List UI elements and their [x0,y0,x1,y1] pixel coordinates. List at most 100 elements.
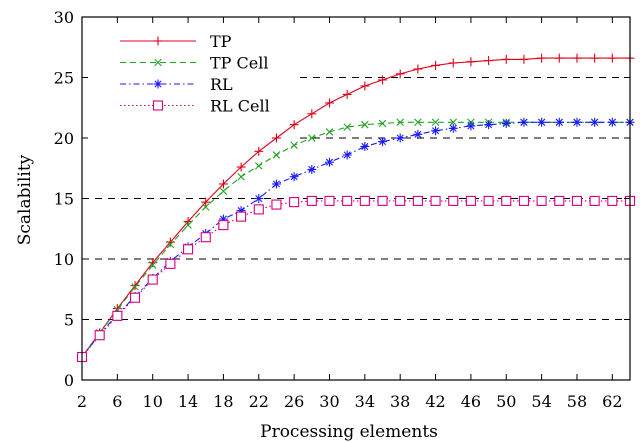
x-tick-label: 50 [496,392,516,411]
data-point [342,150,352,160]
data-point [589,195,600,206]
data-point [360,81,370,91]
series-line [81,200,630,358]
data-point [272,151,281,159]
data-point [414,118,422,127]
data-point [377,195,388,206]
data-point [395,133,405,143]
data-point [236,162,246,172]
data-point [519,117,529,127]
data-point [396,118,404,127]
data-point [501,118,511,128]
x-tick-label: 34 [355,392,375,411]
x-tick-label: 42 [425,392,445,411]
data-point [378,119,387,128]
data-point [395,195,406,206]
data-point [466,57,476,67]
data-point [607,117,617,127]
data-point [130,281,140,291]
data-point [131,283,139,291]
x-tick-label: 62 [602,392,622,411]
data-point [378,137,388,147]
data-point [465,195,476,206]
data-point [219,187,228,196]
data-point [537,53,547,63]
data-point [466,121,476,131]
y-axis-label: Scalability [15,154,35,245]
legend-entry: RL [120,75,233,94]
data-point [554,117,564,127]
data-point [129,292,141,303]
data-point [413,64,423,74]
data-point [289,120,299,130]
legend-marker [152,100,164,111]
data-point [431,126,441,136]
x-tick-label: 18 [213,392,233,411]
x-tick-label: 30 [319,392,339,411]
series-tp [77,53,635,362]
data-point [484,120,494,130]
data-point [255,162,263,170]
data-point [237,172,245,181]
data-point [431,118,440,127]
data-point [607,53,617,63]
data-point [342,89,352,99]
data-point [306,195,317,206]
y-tick-label: 10 [54,250,74,269]
data-point [147,274,158,285]
data-point [165,258,176,269]
data-point [431,60,441,70]
data-point [395,69,405,79]
legend-entry: TP Cell [120,54,268,73]
data-point [254,146,264,156]
data-point [378,75,388,85]
x-tick-label: 6 [112,392,122,411]
y-tick-label: 15 [54,190,74,209]
x-tick-label: 58 [567,392,587,411]
legend-marker [153,36,163,46]
data-point [200,232,211,243]
data-point [271,133,281,143]
data-point [253,204,264,215]
data-point [519,54,529,64]
data-point [361,120,369,129]
series-rl [77,117,635,362]
data-point [572,53,582,63]
data-point [483,195,494,206]
data-point [201,203,210,211]
legend-label: TP [210,32,232,51]
data-point [236,211,247,222]
data-point [201,197,211,207]
x-axis-label: Processing elements [260,422,438,442]
legend-marker [154,58,162,67]
data-point [501,195,512,206]
data-point [448,123,458,133]
legend-entry: RL Cell [120,97,270,116]
data-point [413,129,423,139]
data-point [518,195,529,206]
y-tick-label: 25 [54,69,74,88]
data-point [307,164,317,174]
data-point [430,195,441,206]
data-point [289,197,300,208]
data-point [590,53,600,63]
data-point [412,195,423,206]
x-tick-label: 38 [390,392,410,411]
series-tp-cell [78,118,634,361]
data-point [271,199,282,210]
y-tick-label: 5 [64,311,74,330]
legend-label: RL Cell [210,97,270,116]
legend-label: RL [210,75,233,94]
x-tick-label: 2 [77,392,87,411]
data-point [308,134,316,142]
legend-marker [153,79,163,89]
y-tick-label: 30 [54,8,74,27]
data-point [183,244,194,255]
series-rl-cell [76,195,636,363]
data-point [537,117,547,127]
series-line [81,57,630,358]
x-tick-label: 10 [143,392,163,411]
legend-entry: TP [120,32,232,51]
data-point [184,221,192,229]
